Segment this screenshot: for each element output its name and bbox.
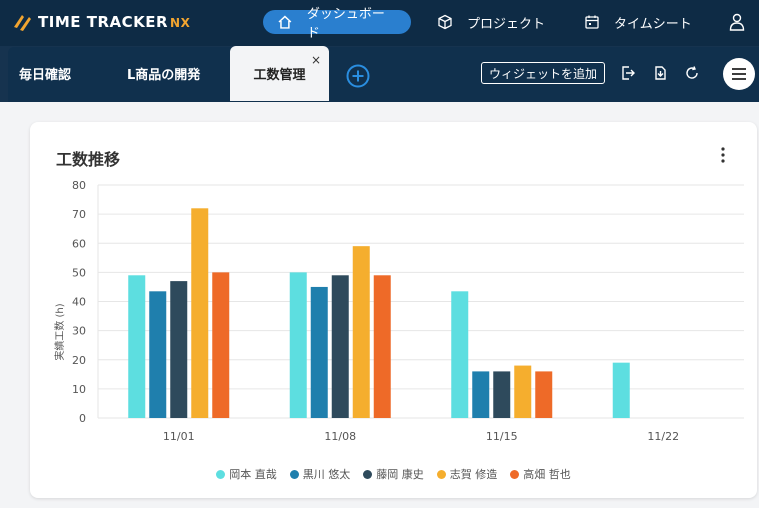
- tab-label: 毎日確認: [19, 68, 72, 83]
- bar-4-11-08[interactable]: [352, 246, 370, 418]
- hamburger-menu-button[interactable]: [723, 58, 755, 90]
- refresh-icon[interactable]: [684, 65, 700, 81]
- bar-2-11-08[interactable]: [310, 286, 328, 418]
- legend-item[interactable]: 藤岡 康史: [363, 466, 424, 482]
- legend-marker: [216, 469, 226, 479]
- nav-project[interactable]: プロジェクト: [437, 10, 545, 34]
- y-tick-label: 10: [72, 383, 86, 396]
- nav-project-label: プロジェクト: [467, 16, 546, 32]
- bar-3-11-08[interactable]: [331, 275, 349, 418]
- legend-label: 黒川 悠太: [302, 468, 351, 481]
- legend-marker: [289, 469, 299, 479]
- hamburger-icon: [732, 68, 746, 80]
- legend-label: 志賀 修造: [449, 468, 498, 481]
- x-tick-label: 11/15: [486, 430, 518, 443]
- x-tick-label: 11/01: [163, 430, 195, 443]
- logo-text: TIME TRACKER NX: [38, 13, 191, 31]
- y-tick-label: 30: [72, 325, 86, 338]
- bar-1-11-08[interactable]: [289, 272, 307, 418]
- calendar-icon: [585, 15, 599, 29]
- bar-4-11-15[interactable]: [514, 365, 532, 418]
- y-tick-label: 70: [72, 208, 86, 221]
- y-tick-label: 0: [79, 412, 86, 425]
- nav-timesheet[interactable]: タイムシート: [584, 10, 692, 34]
- logo-suffix: NX: [170, 16, 191, 30]
- tab-bar: 毎日確認 L商品の開発 工数管理 × ウィジェットを追加: [0, 46, 759, 102]
- legend-item[interactable]: 岡本 直哉: [216, 466, 277, 482]
- tab-effort-management[interactable]: 工数管理: [230, 46, 329, 101]
- effort-trend-chart: 0 10 20 30 40 50 60 70 80 11/01 11/08 11/15 11/22 実…: [53, 179, 744, 443]
- bar-2-11-01[interactable]: [149, 291, 167, 418]
- bar-4-11-01[interactable]: [191, 208, 209, 418]
- legend-label: 藤岡 康史: [376, 468, 424, 481]
- y-tick-label: 40: [72, 296, 86, 309]
- add-tab-icon[interactable]: [346, 64, 370, 88]
- chart-legend: 岡本 直哉 黒川 悠太 藤岡 康史 志賀 修造 高畑 哲也: [30, 466, 757, 482]
- legend-marker: [510, 469, 520, 479]
- tab-bar-inner: [8, 47, 759, 102]
- top-header: TIME TRACKER NX ダッシュボード プロジェクト タイムシート: [0, 0, 759, 46]
- y-tick-label: 20: [72, 354, 86, 367]
- tab-label: L商品の開発: [127, 68, 201, 83]
- import-icon[interactable]: [652, 65, 668, 81]
- bar-3-11-15[interactable]: [493, 371, 511, 418]
- close-tab-icon[interactable]: ×: [311, 53, 322, 67]
- legend-item[interactable]: 志賀 修造: [436, 466, 498, 482]
- cube-icon: [438, 14, 452, 30]
- dashboard-content: 工数推移 0 10 20 30 40 50 60 70 80 11/01 11/08 11/15 11…: [0, 102, 759, 508]
- x-tick-label: 11/08: [324, 430, 356, 443]
- y-tick-label: 50: [72, 266, 86, 279]
- legend-item[interactable]: 高畑 哲也: [510, 466, 571, 482]
- y-axis-label: 実績工数 (h): [53, 303, 66, 360]
- bar-1-11-01[interactable]: [128, 275, 146, 418]
- export-icon[interactable]: [620, 65, 636, 81]
- bar-3-11-01[interactable]: [170, 281, 188, 418]
- nav-timesheet-label: タイムシート: [614, 16, 692, 32]
- bar-5-11-08[interactable]: [373, 275, 391, 418]
- app-logo[interactable]: TIME TRACKER NX: [12, 11, 190, 33]
- chart-bars: [128, 208, 630, 418]
- legend-label: 高畑 哲也: [523, 468, 571, 481]
- bar-5-11-01[interactable]: [212, 272, 230, 418]
- bar-1-11-22[interactable]: [612, 362, 630, 418]
- bar-1-11-15[interactable]: [451, 291, 469, 418]
- tab-daily-check[interactable]: 毎日確認: [19, 46, 71, 101]
- user-account-icon[interactable]: [729, 13, 745, 31]
- legend-marker: [363, 469, 373, 479]
- x-tick-label: 11/22: [647, 430, 679, 443]
- legend-label: 岡本 直哉: [229, 468, 277, 481]
- tab-label: 工数管理: [253, 68, 306, 83]
- more-options-icon[interactable]: [716, 146, 730, 164]
- y-tick-label: 60: [72, 237, 86, 250]
- nav-dashboard-label: ダッシュボード: [306, 7, 385, 41]
- y-axis: 0 10 20 30 40 50 60 70 80: [72, 179, 86, 425]
- tab-product-dev[interactable]: L商品の開発: [127, 46, 200, 101]
- bar-5-11-15[interactable]: [535, 371, 553, 418]
- x-axis: 11/01 11/08 11/15 11/22: [163, 430, 679, 443]
- logo-icon: [14, 15, 31, 31]
- legend-marker: [436, 469, 446, 479]
- y-tick-label: 80: [72, 179, 86, 192]
- widget-title: 工数推移: [56, 150, 121, 169]
- add-widget-button[interactable]: ウィジェットを追加: [481, 62, 606, 84]
- effort-trend-widget: 工数推移 0 10 20 30 40 50 60 70 80 11/01 11/08 11/15 11…: [30, 122, 757, 498]
- home-icon: [278, 15, 292, 29]
- bar-2-11-15[interactable]: [472, 371, 490, 418]
- legend-item[interactable]: 黒川 悠太: [289, 466, 351, 482]
- nav-dashboard[interactable]: ダッシュボード: [263, 7, 411, 41]
